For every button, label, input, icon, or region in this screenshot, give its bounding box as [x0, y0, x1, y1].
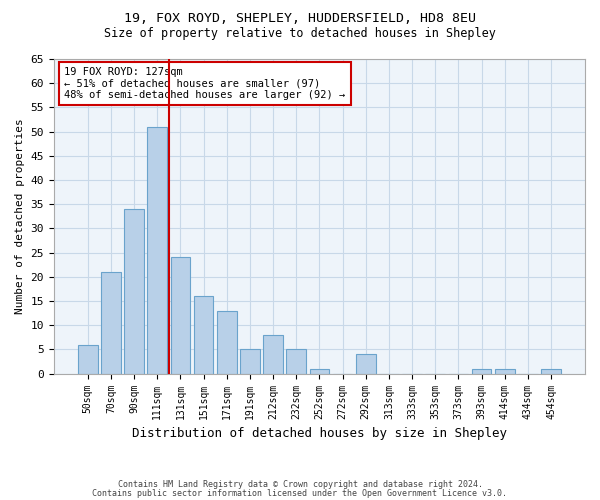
Bar [310, 369, 329, 374]
Bar [78, 344, 98, 374]
Bar [263, 335, 283, 374]
X-axis label: Distribution of detached houses by size in Shepley: Distribution of detached houses by size … [132, 427, 507, 440]
Bar [217, 311, 236, 374]
Bar [240, 350, 260, 374]
Bar [124, 209, 144, 374]
Bar [472, 369, 491, 374]
Text: Contains public sector information licensed under the Open Government Licence v3: Contains public sector information licen… [92, 489, 508, 498]
Bar [541, 369, 561, 374]
Bar [495, 369, 515, 374]
Bar [170, 258, 190, 374]
Text: 19 FOX ROYD: 127sqm
← 51% of detached houses are smaller (97)
48% of semi-detach: 19 FOX ROYD: 127sqm ← 51% of detached ho… [64, 67, 346, 100]
Bar [286, 350, 306, 374]
Bar [101, 272, 121, 374]
Text: Size of property relative to detached houses in Shepley: Size of property relative to detached ho… [104, 28, 496, 40]
Bar [356, 354, 376, 374]
Text: Contains HM Land Registry data © Crown copyright and database right 2024.: Contains HM Land Registry data © Crown c… [118, 480, 482, 489]
Bar [194, 296, 214, 374]
Bar [148, 127, 167, 374]
Text: 19, FOX ROYD, SHEPLEY, HUDDERSFIELD, HD8 8EU: 19, FOX ROYD, SHEPLEY, HUDDERSFIELD, HD8… [124, 12, 476, 26]
Y-axis label: Number of detached properties: Number of detached properties [15, 118, 25, 314]
